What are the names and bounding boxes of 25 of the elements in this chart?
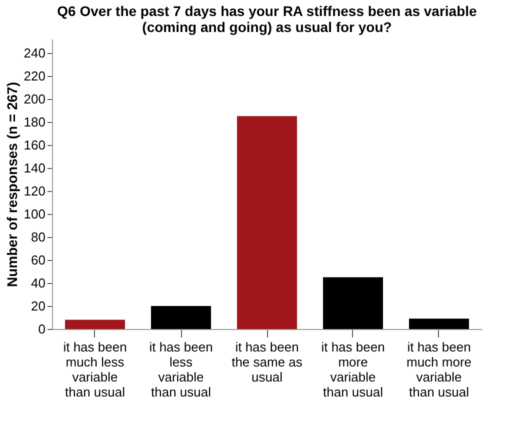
- chart-title: Q6 Over the past 7 days has your RA stiffness been as variable (coming and going) as usual for you?: [57, 3, 478, 35]
- x-tick-label: it has been the same as usual: [232, 340, 303, 384]
- y-tick-label: 180: [24, 114, 46, 130]
- y-tick-label: 200: [24, 91, 46, 106]
- bar: [151, 306, 211, 329]
- x-tick-label: it has been more variable than usual: [321, 340, 385, 400]
- y-tick-label: 20: [31, 298, 46, 314]
- y-axis-title: Number of responses (n = 267): [4, 82, 20, 288]
- bar: [237, 116, 297, 329]
- x-tick-label: it has been much less variable than usual: [63, 340, 127, 400]
- x-tick-label: it has been much more variable than usual: [406, 340, 472, 400]
- bar: [323, 277, 383, 329]
- y-tick-label: 120: [24, 183, 46, 198]
- y-tick-label: 80: [31, 229, 46, 244]
- y-tick-label: 100: [24, 206, 46, 222]
- y-tick-label: 240: [24, 45, 46, 60]
- y-tick-label: 140: [24, 160, 46, 176]
- y-tick-label: 220: [24, 68, 46, 84]
- y-tick-label: 40: [31, 275, 46, 290]
- x-tick-label: it has been less variable than usual: [149, 340, 213, 400]
- y-tick-label: 160: [24, 137, 46, 152]
- bar: [409, 318, 469, 329]
- bar: [65, 320, 125, 329]
- y-tick-label: 60: [31, 252, 46, 268]
- y-tick-label: 0: [38, 322, 46, 336]
